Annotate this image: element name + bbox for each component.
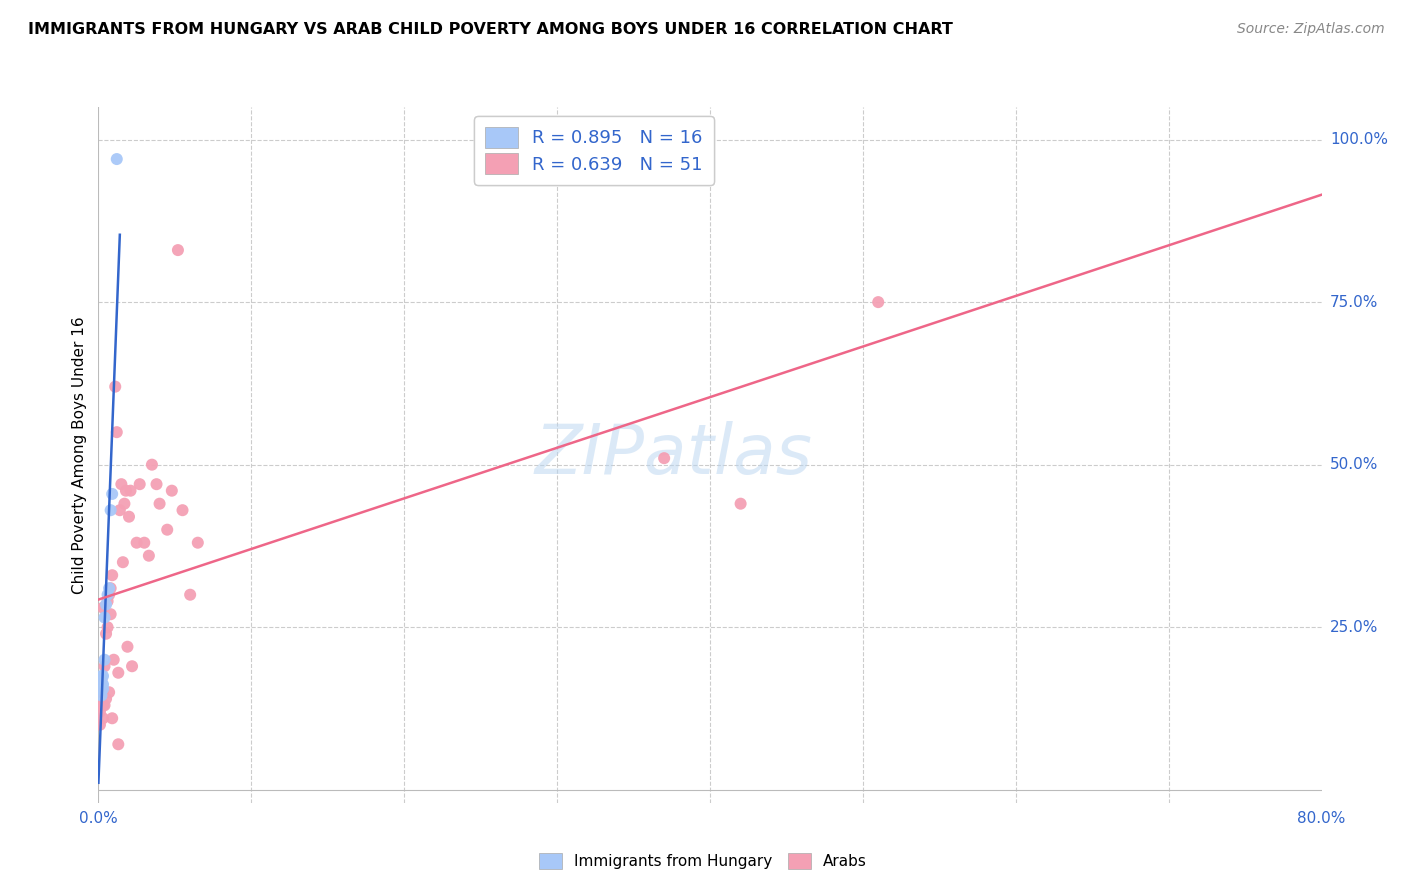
Point: [120, 483, 142, 498]
Point: [89, 705, 111, 719]
Point: [94, 691, 117, 706]
Point: [105, 152, 128, 166]
Point: [90, 672, 112, 686]
Text: 25.0%: 25.0%: [1330, 620, 1378, 635]
Point: [117, 640, 139, 654]
Point: [121, 659, 143, 673]
Point: [89, 679, 111, 693]
Point: [94, 598, 117, 612]
Point: [100, 581, 122, 595]
Point: [90, 698, 112, 713]
Point: [107, 665, 129, 680]
Point: [98, 685, 121, 699]
Point: [93, 659, 115, 673]
Point: [91, 698, 114, 713]
Point: [97, 588, 120, 602]
Point: [104, 379, 127, 393]
Point: [91, 685, 114, 699]
Point: [93, 698, 115, 713]
Text: 75.0%: 75.0%: [1330, 294, 1378, 310]
Point: [145, 477, 167, 491]
Legend: R = 0.895   N = 16, R = 0.639   N = 51: R = 0.895 N = 16, R = 0.639 N = 51: [474, 116, 713, 185]
Point: [187, 535, 209, 549]
Point: [89, 718, 111, 732]
Point: [90, 669, 112, 683]
Text: 100.0%: 100.0%: [1330, 132, 1388, 147]
Point: [110, 477, 132, 491]
Text: ZIPatlas: ZIPatlas: [534, 421, 813, 489]
Point: [107, 737, 129, 751]
Point: [90, 685, 112, 699]
Text: IMMIGRANTS FROM HUNGARY VS ARAB CHILD POVERTY AMONG BOYS UNDER 16 CORRELATION CH: IMMIGRANTS FROM HUNGARY VS ARAB CHILD PO…: [28, 22, 953, 37]
Point: [101, 711, 124, 725]
Point: [172, 503, 194, 517]
Point: [91, 600, 114, 615]
Point: [730, 497, 752, 511]
Point: [91, 669, 114, 683]
Point: [97, 594, 120, 608]
Point: [118, 509, 141, 524]
Point: [98, 581, 121, 595]
Point: [111, 555, 134, 569]
Point: [868, 295, 890, 310]
Point: [115, 483, 138, 498]
Point: [105, 425, 128, 439]
Point: [90, 675, 112, 690]
Point: [100, 607, 122, 622]
Point: [103, 653, 125, 667]
Point: [101, 568, 124, 582]
Point: [89, 681, 111, 696]
Legend: Immigrants from Hungary, Arabs: Immigrants from Hungary, Arabs: [533, 847, 873, 875]
Point: [93, 610, 115, 624]
Point: [128, 477, 150, 491]
Point: [149, 497, 172, 511]
Point: [91, 711, 114, 725]
Point: [652, 451, 675, 466]
Point: [160, 483, 183, 498]
Point: [97, 620, 120, 634]
Point: [100, 503, 122, 517]
Point: [108, 503, 131, 517]
Point: [167, 243, 190, 257]
Point: [138, 549, 160, 563]
Text: Source: ZipAtlas.com: Source: ZipAtlas.com: [1237, 22, 1385, 37]
Text: 50.0%: 50.0%: [1330, 458, 1378, 472]
Point: [94, 626, 117, 640]
Point: [141, 458, 163, 472]
Point: [91, 681, 114, 696]
Point: [101, 487, 124, 501]
Point: [93, 653, 115, 667]
Point: [98, 588, 121, 602]
Point: [179, 588, 201, 602]
Point: [134, 535, 156, 549]
Point: [156, 523, 179, 537]
Y-axis label: Child Poverty Among Boys Under 16: Child Poverty Among Boys Under 16: [72, 316, 87, 594]
Point: [91, 677, 114, 691]
Point: [90, 689, 112, 703]
Point: [125, 535, 148, 549]
Point: [112, 497, 135, 511]
